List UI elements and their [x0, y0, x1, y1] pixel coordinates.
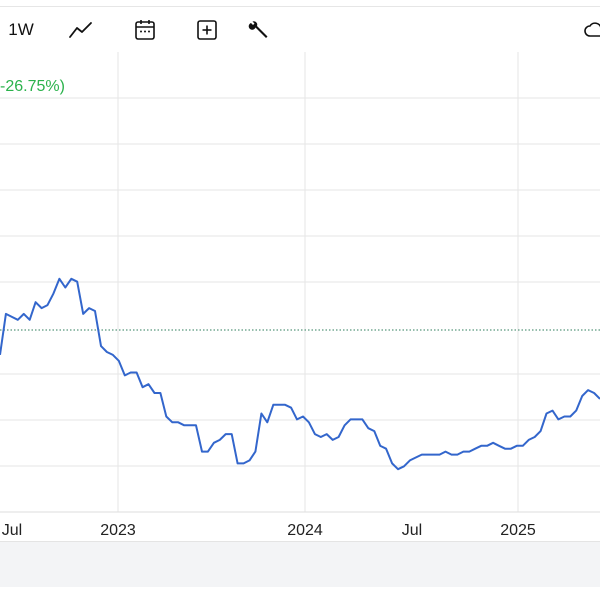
cloud-button[interactable]	[580, 14, 600, 46]
x-tick-label: 2024	[287, 522, 323, 539]
chart-toolbar: 1W	[0, 10, 600, 50]
settings-button[interactable]	[242, 14, 276, 46]
x-tick-label: Jul	[402, 522, 422, 539]
timeframe-button[interactable]: 1W	[4, 14, 38, 46]
date-range-button[interactable]	[128, 14, 162, 46]
top-divider	[0, 6, 600, 7]
x-tick-label: 2025	[500, 522, 536, 539]
calendar-icon	[135, 20, 155, 40]
line-chart-icon	[69, 22, 92, 38]
price-series-line[interactable]	[0, 277, 600, 471]
x-tick-label: Jul	[2, 522, 22, 539]
add-box-icon	[197, 20, 217, 40]
cloud-icon	[584, 22, 600, 37]
chart-type-button[interactable]	[64, 14, 98, 46]
timeframe-label: 1W	[8, 20, 34, 39]
wrench-icon	[248, 21, 268, 38]
price-change-percent: -26.75%)	[0, 78, 65, 95]
bottom-panel	[0, 541, 600, 587]
add-indicator-button[interactable]	[190, 14, 224, 46]
x-tick-label: 2023	[100, 522, 136, 539]
